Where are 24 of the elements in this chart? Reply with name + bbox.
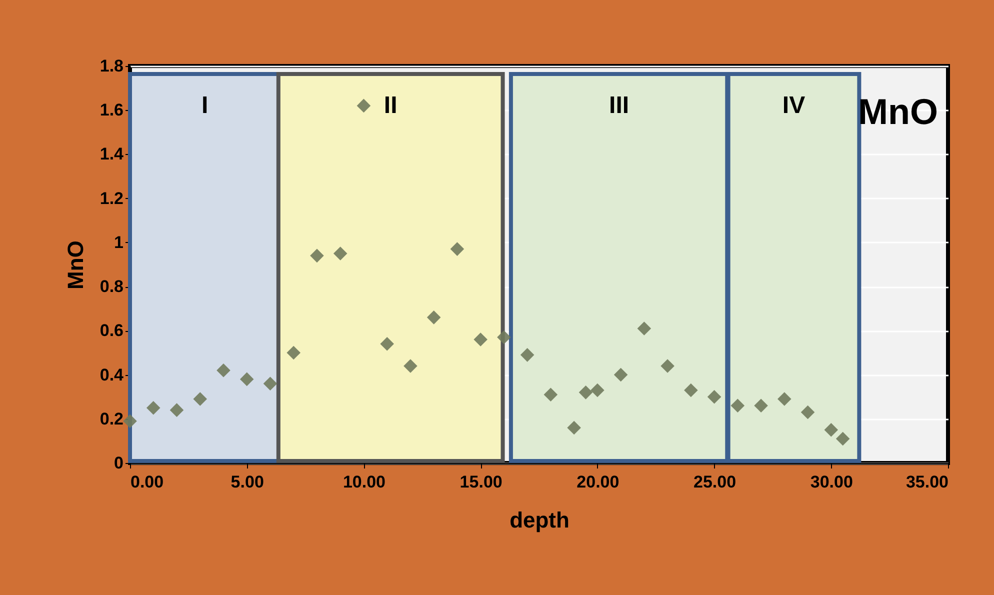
y-tick-label: 0.8 [100,277,124,296]
x-tick-label: 15.00 [460,472,502,492]
y-tick-label: 0.4 [100,365,124,384]
y-axis-title: MnO [62,240,88,290]
band-label: II [384,92,398,119]
y-tick-label: 1 [114,232,124,252]
y-tick-label: 1.2 [100,188,124,208]
x-tick-label: 5.00 [230,472,264,492]
x-axis-title: depth [510,508,570,532]
band-label: I [201,92,208,119]
y-tick-label: 0.6 [100,321,124,340]
y-tick-label: 0 [114,454,124,472]
x-tick-label: 10.00 [342,472,386,492]
x-tick-label: 0.00 [130,472,164,492]
y-tick-label: 1.8 [100,56,124,76]
x-tick-label: 30.00 [810,472,853,492]
y-tick-label: 1.4 [100,144,124,164]
x-tick-label: 35.00 [906,472,948,492]
band-label: IV [782,92,806,119]
x-tick-label: 20.00 [576,472,620,492]
x-tick-label: 25.00 [694,472,736,492]
band-label: III [609,92,630,119]
y-tick-label: 1.6 [100,100,124,120]
y-tick-label: 0.2 [100,409,124,428]
